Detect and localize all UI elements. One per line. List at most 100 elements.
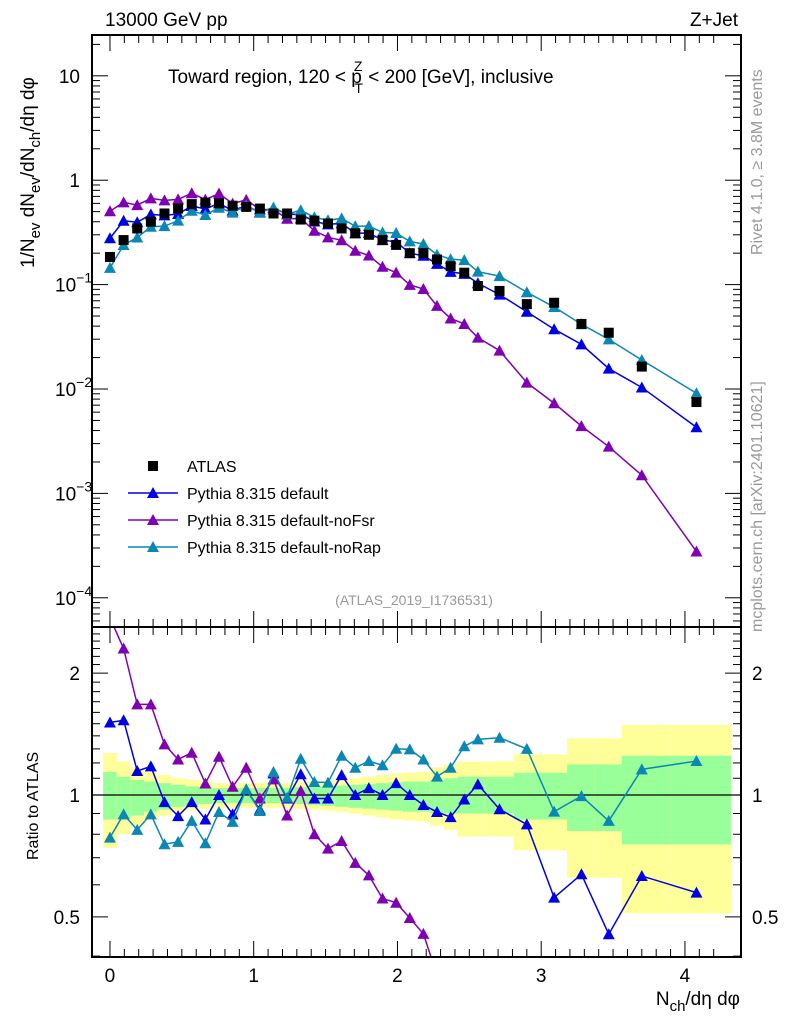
ratio-point-default bbox=[172, 810, 185, 822]
inner-band-bin bbox=[184, 786, 199, 805]
point-default bbox=[520, 305, 533, 317]
point-nofsr bbox=[185, 187, 198, 199]
legend: ATLAS Pythia 8.315 default Pythia 8.315 d… bbox=[128, 459, 381, 557]
y-tick-label: 10−2 bbox=[55, 374, 92, 401]
point-nofsr bbox=[158, 194, 171, 206]
point-atlas bbox=[118, 235, 129, 246]
ratio-point-norap bbox=[471, 733, 484, 745]
ratio-point-norap bbox=[131, 823, 144, 835]
ratio-point-nofsr bbox=[144, 698, 157, 710]
y-tick-label: 10−1 bbox=[55, 270, 92, 297]
ratio-point-default bbox=[635, 869, 648, 881]
point-norap bbox=[335, 212, 348, 224]
point-nofsr bbox=[602, 440, 615, 452]
ratio-point-nofsr bbox=[294, 785, 307, 797]
point-atlas bbox=[186, 199, 197, 210]
point-nofsr bbox=[458, 317, 471, 329]
inner-band-bin bbox=[389, 782, 403, 811]
ratio-point-nofsr bbox=[349, 856, 362, 868]
inner-band-bin bbox=[670, 755, 731, 845]
ratio-point-nofsr bbox=[185, 746, 198, 758]
x-axis-label: Nch/dη dφ bbox=[656, 989, 740, 1015]
ratio-point-default bbox=[520, 818, 533, 830]
point-default bbox=[575, 338, 588, 350]
ratio-point-norap bbox=[103, 831, 116, 843]
header-left: 13000 GeV pp bbox=[105, 10, 228, 31]
axis-ticks bbox=[92, 35, 741, 957]
point-atlas bbox=[336, 223, 347, 234]
ratio-point-default bbox=[458, 793, 471, 805]
point-atlas bbox=[241, 201, 252, 212]
inner-band-bin bbox=[198, 787, 213, 805]
point-nofsr bbox=[403, 278, 416, 290]
point-norap bbox=[376, 226, 389, 238]
point-default bbox=[103, 232, 116, 244]
point-nofsr bbox=[444, 312, 457, 324]
ratio-point-norap bbox=[199, 837, 212, 849]
inner-band-bin bbox=[443, 778, 458, 814]
point-atlas bbox=[132, 223, 143, 234]
ratio-tick-label-right: 2 bbox=[752, 664, 763, 685]
point-norap bbox=[417, 238, 430, 250]
point-default bbox=[117, 214, 130, 226]
point-norap bbox=[226, 206, 239, 218]
ratio-point-default bbox=[117, 714, 130, 726]
point-nofsr bbox=[471, 331, 484, 343]
ratio-point-norap bbox=[458, 740, 471, 752]
point-norap bbox=[690, 387, 703, 399]
ratio-point-nofsr bbox=[281, 809, 294, 821]
ratio-point-nofsr bbox=[362, 869, 375, 881]
ratio-point-nofsr bbox=[199, 777, 212, 789]
point-atlas bbox=[213, 198, 224, 209]
point-norap bbox=[185, 204, 198, 216]
point-norap bbox=[602, 333, 615, 345]
ratio-point-nofsr bbox=[376, 892, 389, 904]
ratio-point-norap bbox=[548, 805, 561, 817]
ratio-point-norap bbox=[444, 761, 457, 773]
header-right: Z+Jet bbox=[690, 10, 739, 31]
point-nofsr bbox=[493, 344, 506, 356]
ratio-tick-label-left: 0.5 bbox=[54, 908, 80, 929]
point-nofsr bbox=[144, 192, 157, 204]
point-nofsr bbox=[172, 193, 185, 205]
y-tick-label: 1 bbox=[69, 171, 80, 192]
ratio-point-default bbox=[602, 928, 615, 940]
ratio-point-norap bbox=[635, 763, 648, 775]
ratio-y-axis-label: Ratio to ATLAS bbox=[25, 752, 42, 860]
plot-title: Toward region, 120 < pZ T < 200 [GeV], in… bbox=[168, 58, 554, 96]
point-nofsr bbox=[417, 282, 430, 294]
legend-label: Pythia 8.315 default-noFsr bbox=[187, 513, 375, 530]
point-atlas bbox=[145, 216, 156, 227]
ratio-point-norap bbox=[376, 759, 389, 771]
ratio-point-nofsr bbox=[417, 927, 430, 939]
legend-marker bbox=[147, 487, 159, 498]
side-text-rivet: Rivet 4.1.0, ≥ 3.8M events bbox=[749, 69, 766, 255]
ratio-point-default bbox=[144, 760, 157, 772]
ratio-point-default bbox=[212, 789, 225, 801]
ratio-point-norap bbox=[226, 815, 239, 827]
ratio-tick-label-right: 0.5 bbox=[752, 908, 778, 929]
point-atlas bbox=[363, 229, 374, 240]
ratio-point-nofsr bbox=[172, 753, 185, 765]
point-nofsr bbox=[117, 196, 130, 208]
ratio-tick-label-left: 2 bbox=[69, 664, 80, 685]
ratio-point-default bbox=[690, 886, 703, 898]
ratio-point-default bbox=[431, 805, 444, 817]
ratio-point-norap bbox=[281, 791, 294, 803]
ratio-point-norap bbox=[690, 755, 703, 767]
point-atlas bbox=[200, 197, 211, 208]
ratio-point-norap bbox=[575, 790, 588, 802]
side-text-mcplots: mcplots.cern.ch [arXiv:2401.10621] bbox=[749, 381, 766, 632]
point-default bbox=[602, 362, 615, 374]
point-default bbox=[548, 323, 561, 335]
point-norap bbox=[294, 204, 307, 216]
point-atlas bbox=[691, 397, 702, 408]
inner-band-bin bbox=[116, 776, 131, 820]
legend-label: Pythia 8.315 default bbox=[187, 486, 329, 503]
point-atlas bbox=[432, 254, 443, 265]
ratio-point-default bbox=[390, 777, 403, 789]
point-atlas bbox=[636, 361, 647, 372]
y-tick-labels: 0 1 2 3 4 10 1 10−1 10−2 10−3 10−4 2 2 1 1 0.5 0.5 bbox=[54, 67, 779, 987]
ratio-point-norap bbox=[253, 805, 266, 817]
